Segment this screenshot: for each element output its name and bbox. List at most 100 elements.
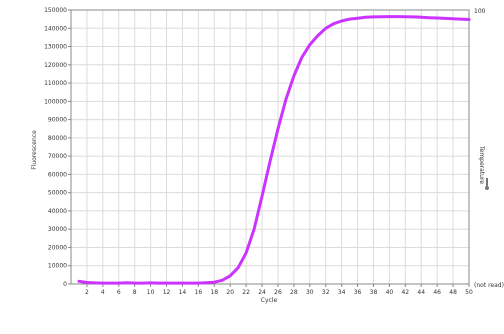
data-point <box>372 16 375 18</box>
y-tick-label: 120000 <box>44 62 67 69</box>
y-tick-label: 30000 <box>48 226 67 233</box>
data-point <box>468 18 470 21</box>
data-point <box>86 281 88 284</box>
data-point <box>396 15 399 18</box>
data-point <box>149 282 152 284</box>
x-tick-label: 16 <box>195 289 203 296</box>
y-tick-label: 20000 <box>48 244 67 251</box>
data-point <box>261 195 263 198</box>
y-tick-label: 90000 <box>48 117 67 124</box>
plot-background <box>71 10 469 284</box>
data-point <box>444 17 446 20</box>
plot-frame <box>70 9 470 285</box>
x-tick-label: 30 <box>306 289 314 296</box>
y-tick-label: 150000 <box>44 7 67 14</box>
y-tick-label: 130000 <box>44 44 67 51</box>
x-tick-label: 46 <box>433 289 441 296</box>
y-tick-label: 110000 <box>44 80 67 87</box>
x-tick-label: 26 <box>274 289 282 296</box>
y-tick-label: 70000 <box>48 153 67 160</box>
data-point <box>197 282 200 284</box>
y-tick-label: 80000 <box>48 135 67 142</box>
data-point <box>309 43 311 46</box>
data-point <box>388 15 391 18</box>
data-point <box>316 34 319 37</box>
data-point <box>94 282 96 284</box>
data-point <box>110 282 112 284</box>
x-tick-label: 48 <box>449 289 457 296</box>
data-point <box>253 228 255 230</box>
x-tick-label: 22 <box>242 289 250 296</box>
data-point <box>452 17 454 20</box>
x-tick-label: 28 <box>290 289 298 296</box>
grid <box>71 10 469 284</box>
data-point <box>181 282 184 284</box>
data-point <box>245 252 247 254</box>
x-axis: 2 4 6 8 10 12 14 16 18 20 22 24 26 28 30 32 34 36 38 40 42 44… <box>85 284 473 296</box>
data-point <box>117 282 120 284</box>
data-point <box>102 282 104 284</box>
x-tick-label: 44 <box>417 289 425 296</box>
series-group <box>77 15 471 285</box>
x-tick-label: 34 <box>338 289 346 296</box>
x-tick-label: 18 <box>210 289 218 296</box>
data-point <box>420 16 423 19</box>
y-tick-label: 10000 <box>48 263 67 270</box>
data-point <box>277 127 279 130</box>
data-point <box>404 15 407 18</box>
x-tick-label: 32 <box>322 289 330 296</box>
data-point <box>157 282 160 284</box>
data-point <box>356 17 359 20</box>
y2-tick-label: 100 <box>474 8 486 15</box>
y-axis: 0 10000 20000 30000 40000 50000 60000 70000 8000… <box>44 7 71 288</box>
y-tick-label: 40000 <box>48 208 67 215</box>
data-point <box>436 17 438 19</box>
x-tick-label: 50 <box>465 289 473 296</box>
data-point <box>460 18 462 20</box>
data-point <box>428 16 431 19</box>
data-point <box>189 282 192 284</box>
x-tick-label: 40 <box>386 289 394 296</box>
x-tick-label: 10 <box>147 289 155 296</box>
y-tick-label: 140000 <box>44 25 67 32</box>
x-tick-label: 8 <box>133 289 137 296</box>
y-tick-label: 60000 <box>48 171 67 178</box>
y2-tick-label: (not read) <box>474 282 504 289</box>
data-point <box>285 98 287 101</box>
data-point <box>364 16 367 19</box>
series-line <box>77 15 471 285</box>
data-point <box>173 282 176 284</box>
data-point <box>141 282 144 284</box>
x-tick-label: 12 <box>163 289 171 296</box>
x-tick-label: 36 <box>354 289 362 296</box>
data-point <box>293 74 295 77</box>
data-point <box>165 282 168 284</box>
data-point <box>205 281 208 284</box>
data-point <box>348 18 351 20</box>
x-axis-label: Cycle <box>261 297 278 304</box>
y-axis-label: Fluorescence <box>31 130 38 170</box>
y-tick-label: 50000 <box>48 190 67 197</box>
x-tick-label: 38 <box>370 289 378 296</box>
data-point <box>301 56 303 59</box>
data-point <box>412 16 415 18</box>
data-point <box>324 27 327 30</box>
y2-axis-label: Temperature <box>478 145 485 184</box>
data-point <box>237 266 239 269</box>
data-point <box>213 281 216 283</box>
data-point <box>229 274 231 277</box>
data-point <box>221 279 224 282</box>
data-point <box>332 22 335 25</box>
x-tick-label: 2 <box>85 289 89 296</box>
data-point <box>78 280 80 283</box>
y-tick-label: 100000 <box>44 98 67 105</box>
data-point <box>380 15 383 18</box>
x-tick-label: 20 <box>226 289 234 296</box>
data-point <box>269 160 271 163</box>
x-tick-label: 4 <box>101 289 105 296</box>
x-tick-label: 14 <box>179 289 187 296</box>
x-tick-label: 42 <box>401 289 409 296</box>
x-tick-label: 24 <box>258 289 266 296</box>
data-point <box>133 282 136 284</box>
